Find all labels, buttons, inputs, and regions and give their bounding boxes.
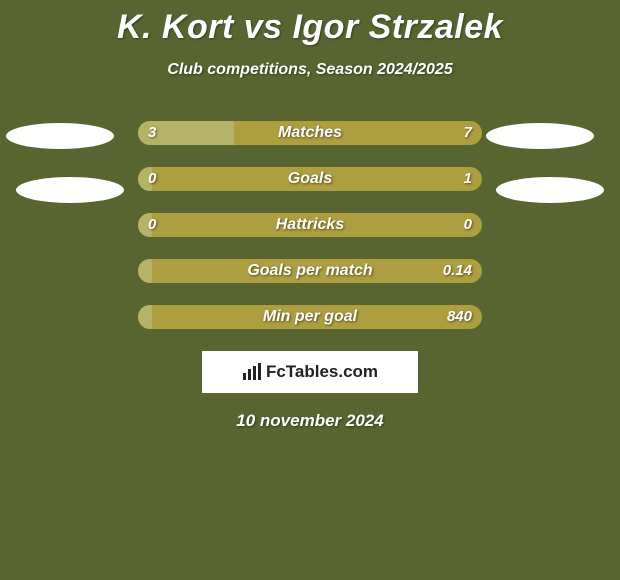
brand-text: FcTables.com	[266, 362, 378, 382]
brand-logo: FcTables.com	[242, 362, 378, 382]
page-title: K. Kort vs Igor Strzalek	[0, 0, 620, 47]
subtitle: Club competitions, Season 2024/2025	[0, 61, 620, 79]
bar-label: Matches	[138, 121, 482, 145]
bar-row-min-per-goal: Min per goal 840	[138, 305, 482, 329]
bar-row-matches: 3 Matches 7	[138, 121, 482, 145]
decoration-ellipse	[16, 177, 124, 203]
bar-row-goals-per-match: Goals per match 0.14	[138, 259, 482, 283]
decoration-ellipse	[496, 177, 604, 203]
bar-row-goals: 0 Goals 1	[138, 167, 482, 191]
date-text: 10 november 2024	[0, 411, 620, 431]
bar-label: Goals per match	[138, 259, 482, 283]
bar-row-hattricks: 0 Hattricks 0	[138, 213, 482, 237]
bar-right-value: 840	[447, 305, 472, 329]
bar-label: Goals	[138, 167, 482, 191]
bar-right-value: 7	[464, 121, 472, 145]
decoration-ellipse	[486, 123, 594, 149]
bar-label: Min per goal	[138, 305, 482, 329]
bar-right-value: 0.14	[443, 259, 472, 283]
decoration-ellipse	[6, 123, 114, 149]
footer-brand-card[interactable]: FcTables.com	[202, 351, 418, 393]
bar-right-value: 1	[464, 167, 472, 191]
bar-label: Hattricks	[138, 213, 482, 237]
comparison-chart: 3 Matches 7 0 Goals 1 0 Hattricks 0 Goal…	[0, 121, 620, 329]
chart-icon	[242, 363, 262, 381]
bar-right-value: 0	[464, 213, 472, 237]
